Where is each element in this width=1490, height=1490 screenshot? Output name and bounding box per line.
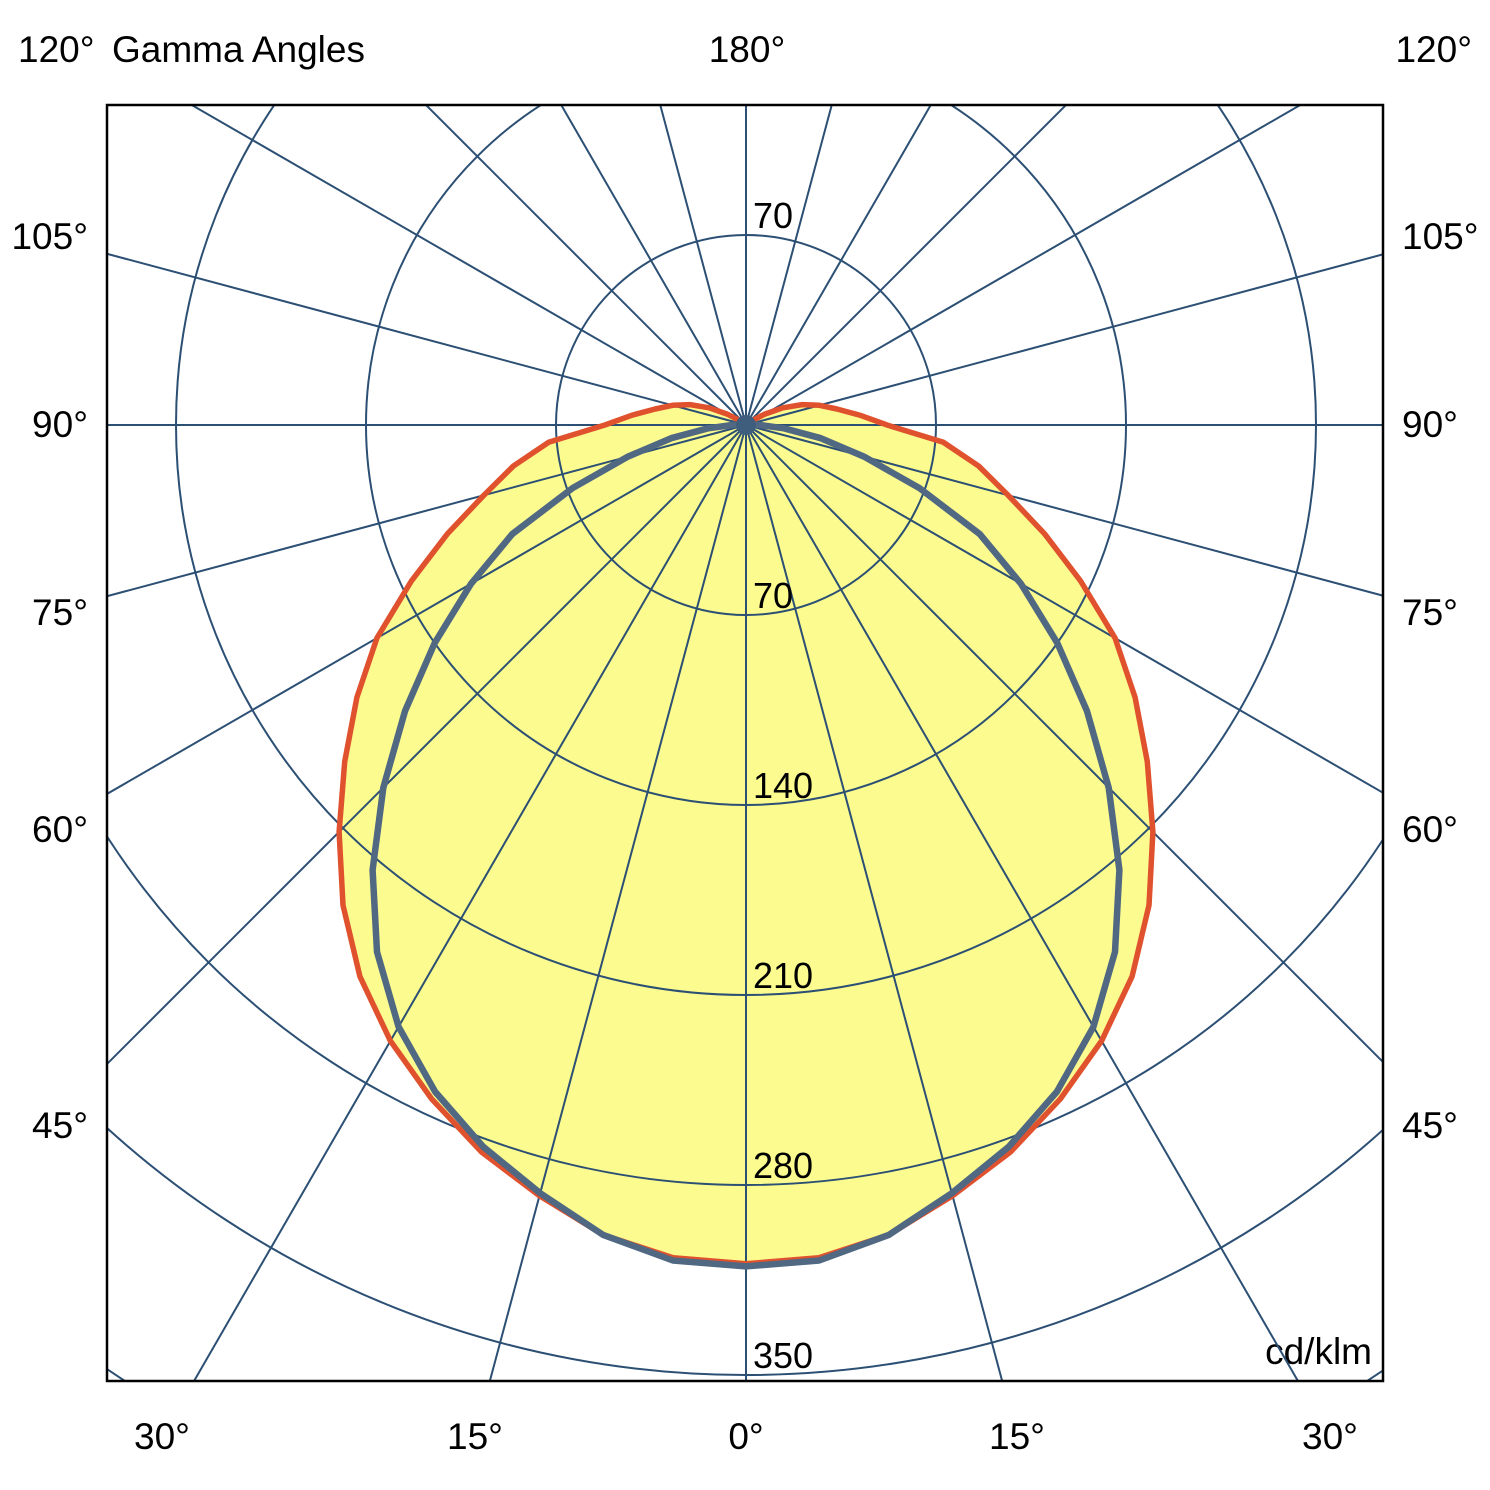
gamma-label-left-45: 45° <box>32 1105 88 1146</box>
gamma-label-bottom-30-left: 30° <box>134 1416 190 1457</box>
gamma-label-right-90: 90° <box>1402 404 1458 445</box>
ring-value-label: 70 <box>753 575 793 616</box>
grid-ray <box>745 424 1383 597</box>
polar-origin-dot <box>736 415 756 435</box>
grid-ray <box>424 105 747 426</box>
ring-value-label: 280 <box>753 1145 813 1186</box>
grid-ray <box>107 424 747 796</box>
grid-ray <box>745 105 1068 426</box>
gamma-label-right-75: 75° <box>1402 592 1458 633</box>
gamma-label-right-45: 45° <box>1402 1105 1458 1146</box>
gamma-label-top-180: 180° <box>708 29 786 70</box>
grid-ray <box>107 424 747 1066</box>
gamma-label-right-105: 105° <box>1402 216 1479 257</box>
gamma-label-left-105: 105° <box>11 216 88 257</box>
grid-ray <box>107 252 747 426</box>
c90-c270-curve <box>369 421 1123 1270</box>
grid-ray <box>745 105 1303 426</box>
gamma-label-right-60: 60° <box>1402 809 1458 850</box>
grid-ray <box>107 424 747 598</box>
ring-value-label: 350 <box>753 1335 813 1376</box>
grid-ray <box>659 105 747 426</box>
gamma-label-bottom-15-left: 15° <box>447 1416 503 1457</box>
gamma-label-left-90: 90° <box>32 404 88 445</box>
ring-value-label: 140 <box>753 765 813 806</box>
gamma-label-bottom-0: 0° <box>728 1416 764 1457</box>
grid-ray <box>745 424 1004 1381</box>
gamma-label-left-75: 75° <box>32 592 88 633</box>
grid-ray <box>745 105 833 426</box>
grid-ray <box>745 424 1383 1064</box>
gamma-label-bottom-15-right: 15° <box>989 1416 1045 1457</box>
grid-ray <box>192 424 747 1381</box>
gamma-label-bottom-30-right: 30° <box>1302 1416 1358 1457</box>
grid-ray <box>745 253 1383 426</box>
grid-ray <box>189 105 747 426</box>
grid-ray <box>488 424 747 1381</box>
gamma-label-top-right-120: 120° <box>1395 29 1472 70</box>
unit-label: cd/klm <box>1265 1331 1372 1372</box>
grid-ray <box>745 424 1383 794</box>
ring-value-label: 210 <box>753 955 813 996</box>
gamma-label-top-left-120: 120° <box>18 29 95 70</box>
plot-frame <box>105 103 1385 1383</box>
page-title: Gamma Angles <box>112 29 365 70</box>
grid-ray <box>745 424 1300 1381</box>
gamma-label-left-60: 60° <box>32 809 88 850</box>
ring-value-label: 70 <box>753 195 793 236</box>
grid-ray <box>560 105 747 426</box>
grid-ray <box>745 105 932 426</box>
